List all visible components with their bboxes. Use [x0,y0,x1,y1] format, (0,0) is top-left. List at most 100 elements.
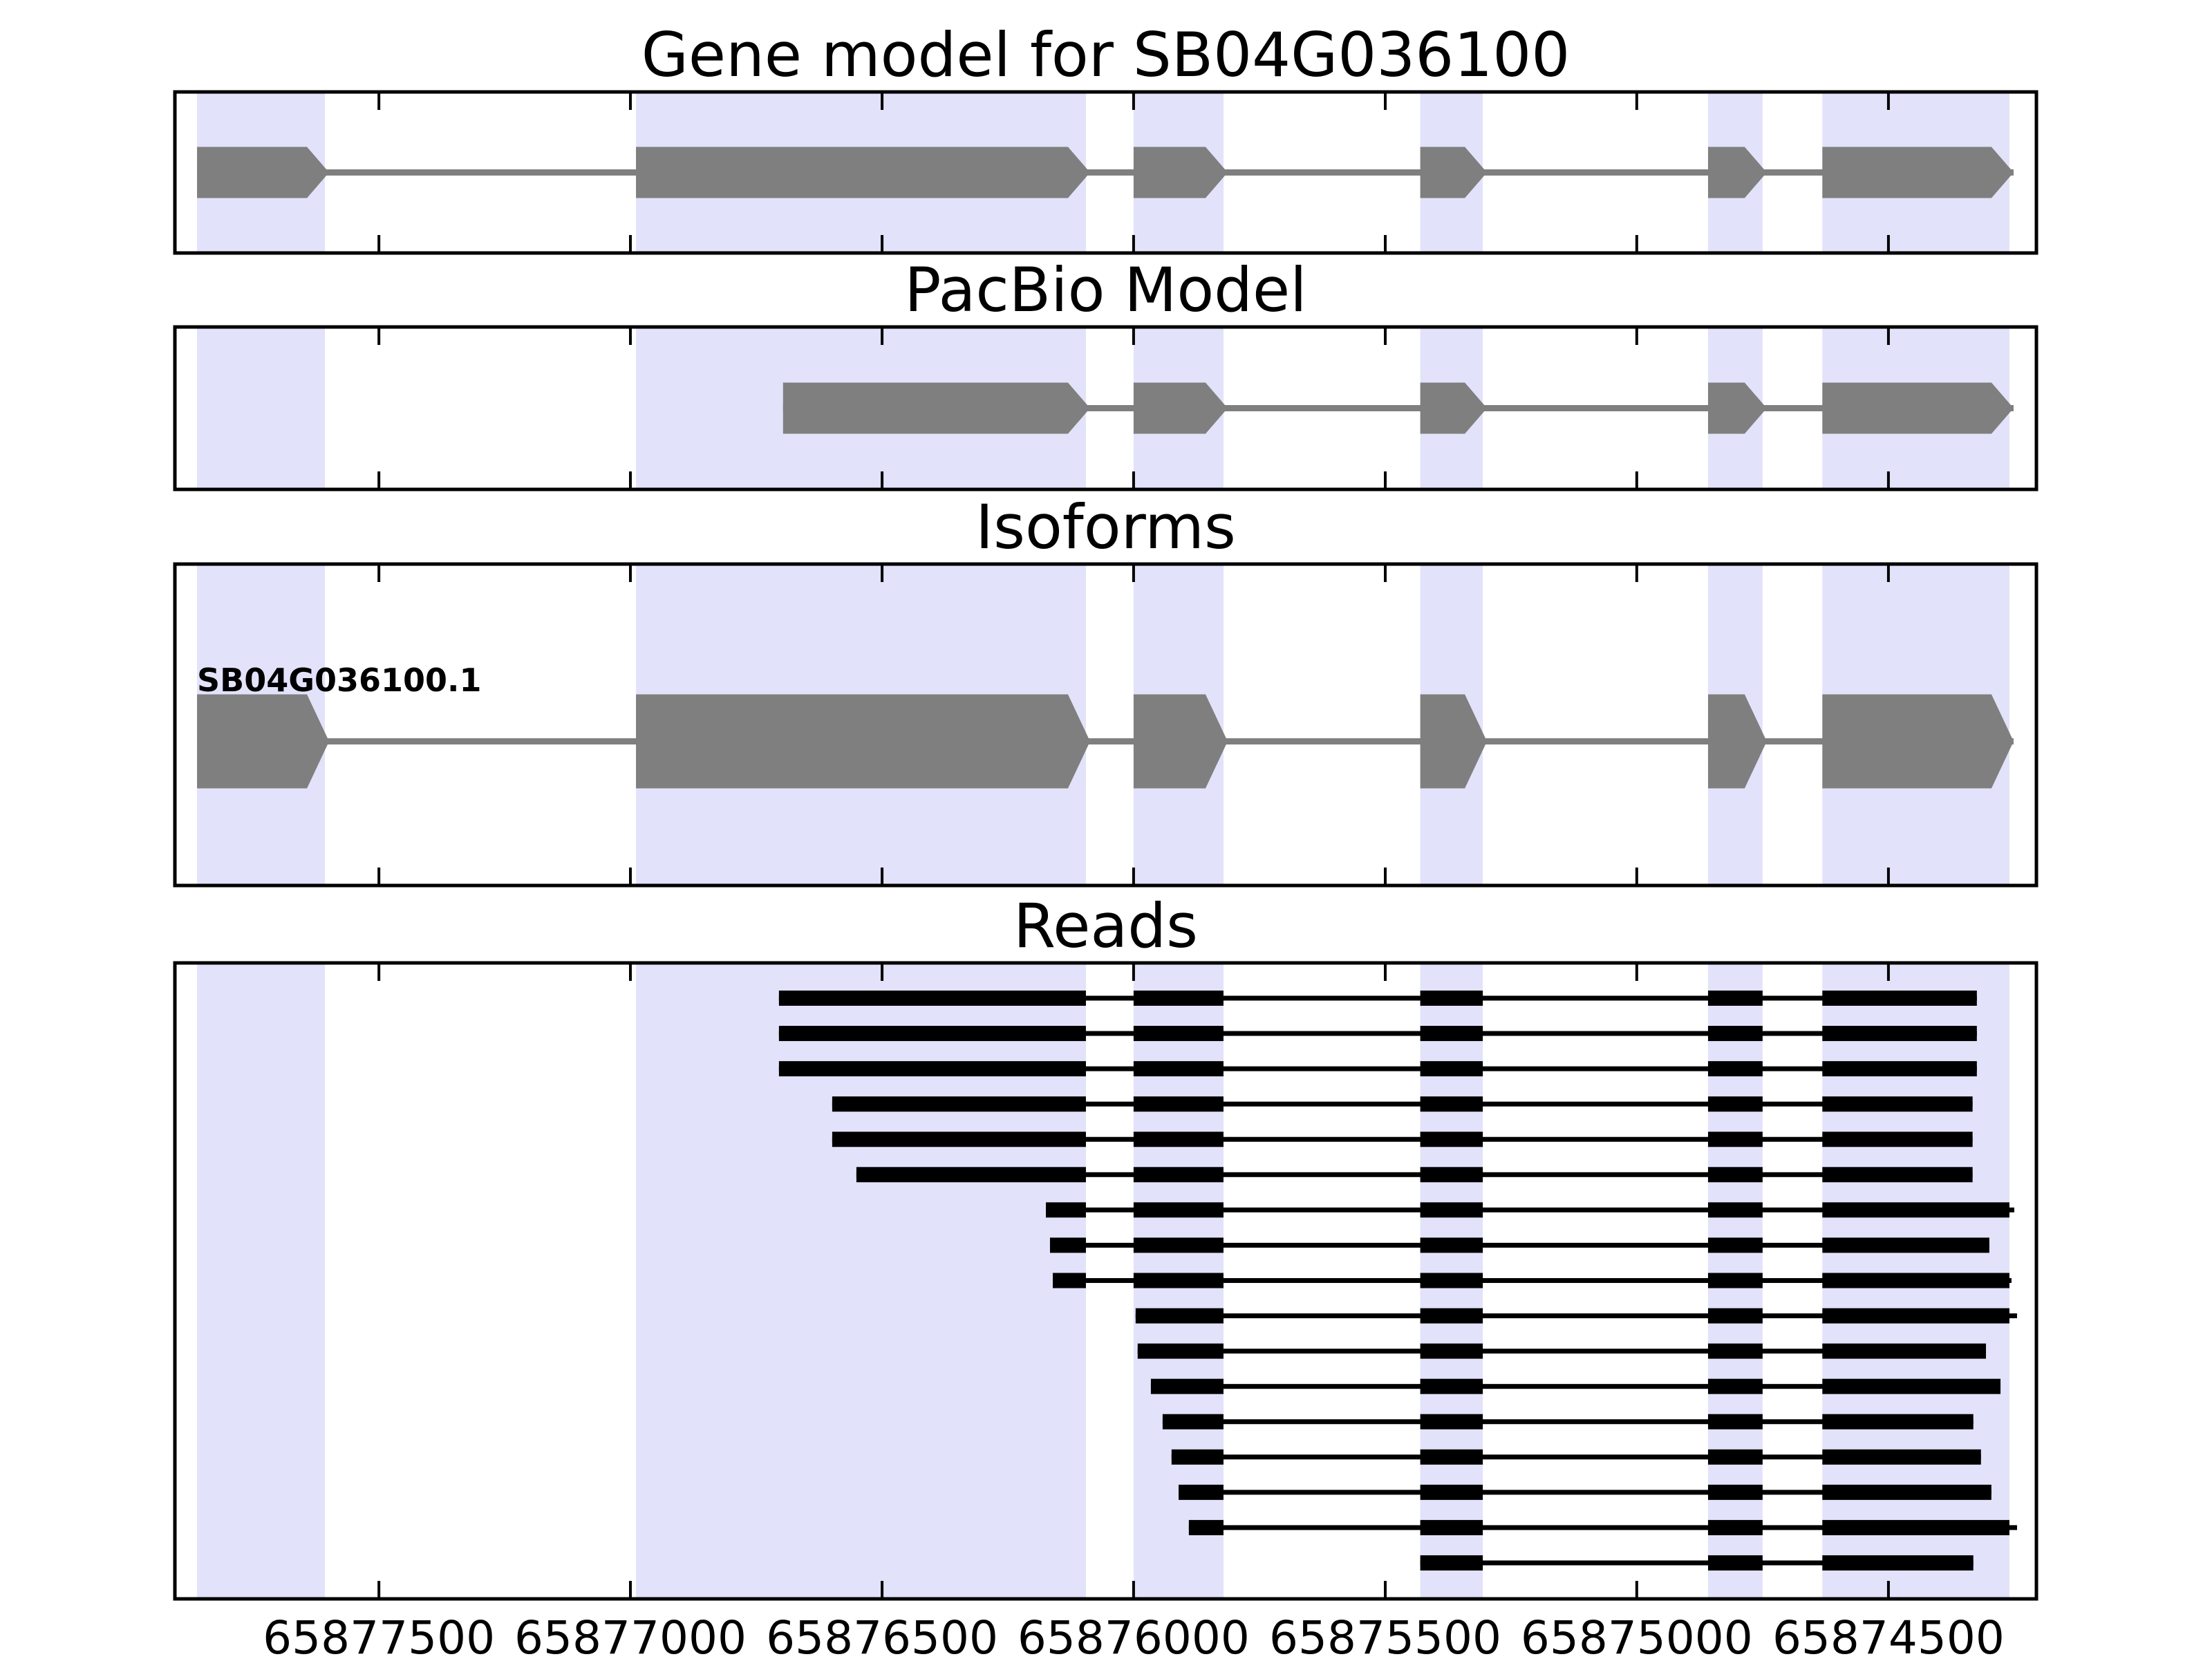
read-exon-segment [1162,1414,1224,1430]
read-exon-segment [1822,1343,1987,1359]
read-exon-segment [1420,1484,1483,1500]
read-exon-segment [1707,1061,1763,1077]
read-exon-segment [1822,1273,2009,1288]
read-exon-segment [1420,1202,1483,1218]
exon-arrow [1420,147,1488,198]
read-exon-segment [1822,1414,1974,1430]
x-tick-label: 65875000 [1521,1611,1753,1659]
read-exon-segment [1707,1202,1763,1218]
read-exon-segment [1133,1132,1224,1147]
read-exon-segment [1822,1555,1974,1571]
read-exon-segment [1707,1343,1763,1359]
read-exon-segment [1707,1378,1763,1394]
read-exon-segment [1822,1096,1973,1112]
read-exon-segment [1707,1555,1763,1571]
intron-line [197,169,2014,176]
exon-arrow [1420,382,1488,434]
read-exon-segment [1133,1202,1224,1218]
read-exon-segment [1707,1519,1763,1535]
read-exon-segment [1707,1132,1763,1147]
read-exon-segment [1171,1449,1224,1465]
read-exon-segment [1420,1343,1483,1359]
read-exon-segment [1420,1449,1483,1465]
exon-arrow [1707,147,1767,198]
read-intron-line [1135,1313,2017,1319]
x-tick-label: 65876000 [1018,1611,1250,1659]
exon-arrow [782,382,1090,434]
read-exon-segment [1053,1273,1086,1288]
read-exon-segment [1049,1237,1086,1253]
x-tick-label: 65876500 [766,1611,998,1659]
read-intron-line [856,1172,1973,1177]
read-exon-segment [1822,1519,2009,1535]
read-exon-segment [1135,1308,1224,1324]
read-exon-segment [1133,1237,1224,1253]
panel-title-gene-model: Gene model for SB04G036100 [641,19,1571,91]
read-intron-line [778,1066,1977,1071]
isoform-label: SB04G036100.1 [197,662,481,699]
panel-frame-gene-model [173,90,2038,255]
x-tick-label: 65875500 [1269,1611,1501,1659]
read-exon-segment [1707,1308,1763,1324]
read-intron-line [1162,1419,1974,1425]
exon-shading-band [197,327,326,489]
read-intron-line [1171,1454,1981,1460]
panel-frame-reads [173,961,2038,1601]
read-intron-line [1150,1384,2001,1389]
exon-shading-band [636,963,1086,1599]
read-exon-segment [1822,1026,1977,1042]
read-exon-segment [1707,1096,1763,1112]
read-intron-line [1188,1525,2017,1530]
read-intron-line [1049,1242,1989,1248]
exon-arrow [197,147,330,198]
read-exon-segment [1707,1273,1763,1288]
exon-arrow [1420,694,1488,789]
read-intron-line [778,1031,1977,1036]
read-intron-line [832,1101,1973,1107]
panel-title-isoforms: Isoforms [975,491,1236,563]
read-exon-segment [1420,1026,1483,1042]
read-exon-segment [1420,1555,1483,1571]
read-exon-segment [1046,1202,1086,1218]
exon-arrow [1822,694,2014,789]
read-exon-segment [1822,1378,2001,1394]
exon-arrow [1822,382,2014,434]
read-exon-segment [1420,1167,1483,1183]
exon-arrow [1707,694,1767,789]
read-exon-segment [1707,1026,1763,1042]
read-intron-line [832,1136,1973,1142]
read-intron-line [1137,1349,1987,1354]
read-exon-segment [778,1026,1086,1042]
panel-title-pacbio-model: PacBio Model [904,254,1306,326]
read-exon-segment [1822,1132,1973,1147]
exon-arrow [1133,694,1228,789]
read-intron-line [778,995,1977,1001]
read-exon-segment [1420,991,1483,1006]
intron-line [197,738,2014,744]
exon-shading-band [197,963,326,1599]
exon-arrow [197,694,330,789]
read-exon-segment [1707,1484,1763,1500]
panel-frame-pacbio-model [173,325,2038,491]
read-intron-line [1046,1207,2014,1212]
read-exon-segment [1133,991,1224,1006]
read-exon-segment [1420,1519,1483,1535]
read-exon-segment [1822,1061,1977,1077]
read-exon-segment [1707,1237,1763,1253]
exon-arrow [636,694,1090,789]
x-tick-label: 65877500 [263,1611,495,1659]
read-exon-segment [1133,1167,1224,1183]
read-intron-line [1179,1490,1991,1495]
read-exon-segment [1420,1273,1483,1288]
exon-arrow [1133,382,1228,434]
read-exon-segment [1179,1484,1224,1500]
read-exon-segment [1822,1484,1991,1500]
read-exon-segment [1707,1167,1763,1183]
read-exon-segment [1707,1449,1763,1465]
read-exon-segment [1420,1308,1483,1324]
read-exon-segment [1420,1237,1483,1253]
exon-arrow [636,147,1090,198]
read-exon-segment [1420,1378,1483,1394]
